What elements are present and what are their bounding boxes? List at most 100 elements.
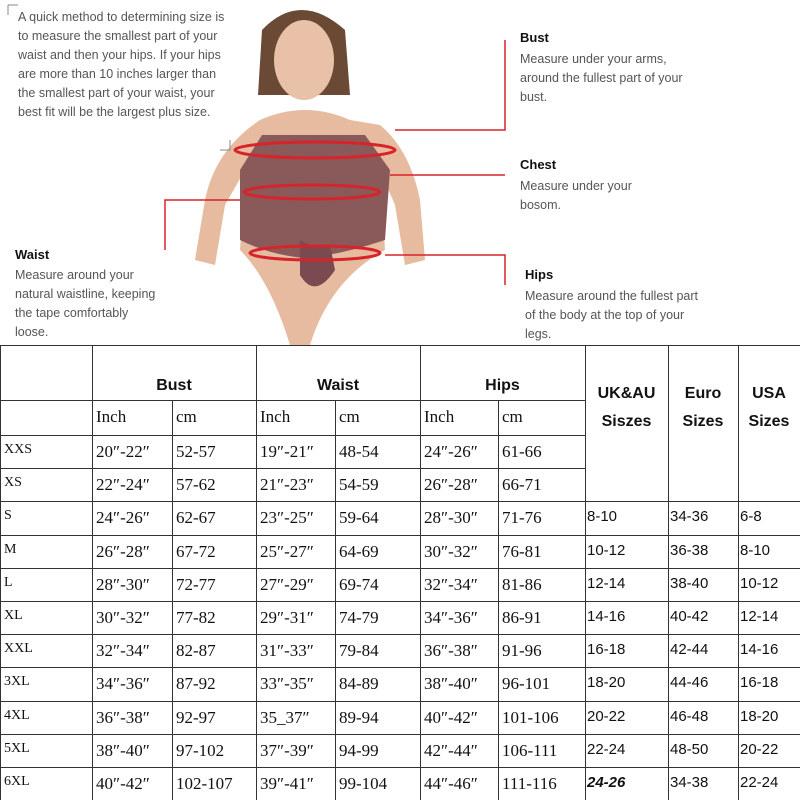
size-cell: 89-94 [339,707,379,727]
size-label: 4XL [4,707,30,723]
size-cell: 57-62 [176,475,216,495]
conversion-cell: 8-10 [587,508,618,526]
size-cell: 27″-29″ [260,574,314,594]
conversion-cell: 34-38 [670,774,709,791]
table-border [668,345,669,800]
size-label: XXL [4,641,33,657]
unit-header: Inch [424,407,455,426]
bust-title: Bust [520,30,549,45]
conversion-cell: 40-42 [670,608,709,625]
size-cell: 19″-21″ [260,442,314,461]
conversion-cell: 48-50 [670,740,709,758]
table-border [0,468,585,470]
size-label: XS [4,475,22,491]
size-cell: 39″-41″ [260,774,314,793]
conversion-cell: 22-24 [740,774,779,791]
table-border [0,400,585,401]
size-label: 3XL [4,674,30,690]
conversion-cell: 12-14 [587,574,626,592]
size-cell: 34″-36″ [96,674,150,694]
table-border [0,345,585,346]
size-cell: 30″-32″ [424,541,478,561]
size-cell: 61-66 [502,442,542,461]
table-border [0,345,1,800]
size-cell: 23″-25″ [260,508,314,528]
conversion-cell: 8-10 [740,541,771,559]
size-cell: 67-72 [176,541,216,561]
table-border [0,667,585,669]
size-label: L [4,574,13,590]
size-cell: 21″-23″ [260,475,314,495]
size-cell: 29″-31″ [260,608,314,627]
conversion-header: USA Sizes [748,385,790,430]
size-cell: 36″-38″ [424,641,478,661]
size-cell: 36″-38″ [96,707,150,727]
table-border [0,767,585,768]
size-cell: 38″-40″ [96,740,150,760]
size-cell: 81-86 [502,574,542,594]
conversion-cell: 42-44 [670,641,709,659]
table-border [585,534,800,536]
table-border [172,400,173,800]
size-cell: 22″-24″ [96,475,150,495]
conversion-cell: 24-26 [587,774,626,791]
size-label: XL [4,608,23,623]
size-cell: 64-69 [339,541,379,561]
size-cell: 40″-42″ [424,707,478,727]
table-border [585,345,800,346]
conversion-cell: 14-16 [587,608,626,625]
group-header: Bust [156,377,192,394]
table-border [0,700,585,702]
table-border [585,733,800,735]
unit-header: cm [176,407,197,426]
size-cell: 76-81 [502,541,542,561]
size-cell: 30″-32″ [96,608,150,627]
size-cell: 87-92 [176,674,216,694]
size-cell: 24″-26″ [96,508,150,528]
size-cell: 102-107 [176,774,233,793]
conversion-cell: 34-36 [670,508,709,526]
size-cell: 84-89 [339,674,379,694]
size-cell: 99-104 [339,774,388,793]
conversion-cell: 12-14 [740,608,779,625]
size-label: 5XL [4,740,30,756]
size-cell: 72-77 [176,574,216,594]
size-cell: 82-87 [176,641,216,661]
chest-text: Measure under your bosom. [520,179,632,212]
conversion-cell: 44-46 [670,674,709,692]
size-label: XXS [4,442,33,457]
size-cell: 86-91 [502,608,542,627]
size-cell: 44″-46″ [424,774,478,793]
size-cell: 91-96 [502,641,542,661]
unit-header: Inch [96,407,127,426]
table-border [585,567,800,569]
table-border [585,767,800,768]
table-border [335,400,336,800]
conversion-cell: 14-16 [740,641,779,659]
table-border [0,435,585,436]
table-border [0,634,585,636]
group-header: Hips [485,377,520,394]
table-border [585,345,586,800]
size-cell: 69-74 [339,574,379,594]
size-cell: 74-79 [339,608,379,627]
note: A quick method to determining size is to… [18,10,225,119]
size-cell: 31″-33″ [260,641,314,661]
group-header: Waist [316,377,360,394]
conversion-cell: 46-48 [670,707,709,725]
waist-text: Measure around your natural waistline, k… [15,268,156,339]
size-cell: 32″-34″ [424,574,478,594]
table-border [92,345,93,800]
size-cell: 32″-34″ [96,641,150,661]
size-cell: 34″-36″ [424,608,478,627]
table-border [0,501,585,503]
waist-title: Waist [15,247,50,262]
size-cell: 40″-42″ [96,774,150,793]
conversion-cell: 6-8 [740,508,762,526]
chest-title: Chest [520,157,557,172]
conversion-cell: 38-40 [670,574,709,592]
size-cell: 20″-22″ [96,442,150,461]
table-border [585,634,800,636]
table-border [585,700,800,702]
